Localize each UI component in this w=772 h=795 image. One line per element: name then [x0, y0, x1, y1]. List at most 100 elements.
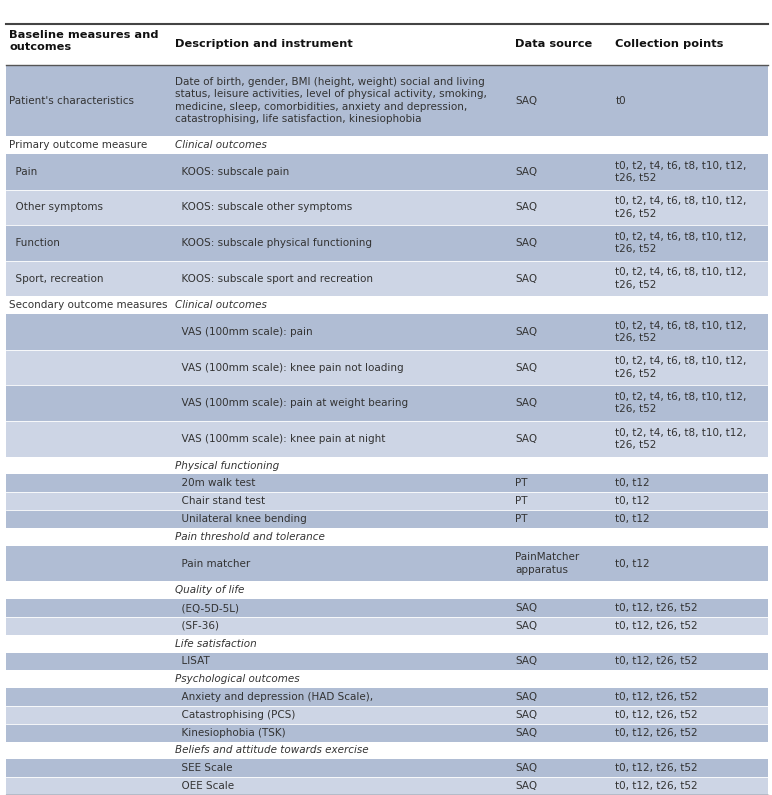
- Text: Pain matcher: Pain matcher: [175, 559, 250, 568]
- Bar: [6, 24, 768, 65]
- Text: t0, t12: t0, t12: [615, 514, 650, 524]
- Text: Clinical outcomes: Clinical outcomes: [175, 301, 267, 310]
- Bar: [6, 510, 768, 528]
- Text: t0, t2, t4, t6, t8, t10, t12,
t26, t52: t0, t2, t4, t6, t8, t10, t12, t26, t52: [615, 392, 747, 414]
- Text: SAQ: SAQ: [515, 327, 537, 337]
- Bar: [6, 225, 768, 261]
- Text: Life satisfaction: Life satisfaction: [175, 638, 257, 649]
- Text: Patient's characteristics: Patient's characteristics: [9, 95, 134, 106]
- Text: Description and instrument: Description and instrument: [175, 40, 353, 49]
- Text: t0, t12: t0, t12: [615, 496, 650, 506]
- Bar: [6, 136, 768, 154]
- Bar: [6, 581, 768, 599]
- Bar: [6, 545, 768, 581]
- Text: Physical functioning: Physical functioning: [175, 460, 279, 471]
- Text: Sport, recreation: Sport, recreation: [9, 273, 103, 284]
- Bar: [6, 528, 768, 545]
- Text: t0, t12, t26, t52: t0, t12, t26, t52: [615, 621, 698, 631]
- Text: (SF-36): (SF-36): [175, 621, 219, 631]
- Text: t0, t12: t0, t12: [615, 559, 650, 568]
- Text: Pain threshold and tolerance: Pain threshold and tolerance: [175, 532, 325, 542]
- Text: VAS (100mm scale): knee pain at night: VAS (100mm scale): knee pain at night: [175, 434, 386, 444]
- Text: Psychological outcomes: Psychological outcomes: [175, 674, 300, 684]
- Text: Chair stand test: Chair stand test: [175, 496, 266, 506]
- Bar: [6, 261, 768, 297]
- Bar: [6, 297, 768, 314]
- Bar: [6, 688, 768, 706]
- Text: SAQ: SAQ: [515, 238, 537, 248]
- Text: Primary outcome measure: Primary outcome measure: [9, 140, 147, 150]
- Bar: [6, 386, 768, 421]
- Text: t0, t12, t26, t52: t0, t12, t26, t52: [615, 603, 698, 613]
- Text: t0, t2, t4, t6, t8, t10, t12,
t26, t52: t0, t2, t4, t6, t8, t10, t12, t26, t52: [615, 267, 747, 290]
- Text: SAQ: SAQ: [515, 657, 537, 666]
- Text: SAQ: SAQ: [515, 692, 537, 702]
- Text: SAQ: SAQ: [515, 710, 537, 719]
- Text: KOOS: subscale pain: KOOS: subscale pain: [175, 167, 290, 176]
- Bar: [6, 723, 768, 742]
- Text: Collection points: Collection points: [615, 40, 723, 49]
- Text: t0, t12: t0, t12: [615, 479, 650, 488]
- Bar: [6, 617, 768, 634]
- Text: KOOS: subscale other symptoms: KOOS: subscale other symptoms: [175, 203, 353, 212]
- Text: Pain: Pain: [9, 167, 38, 176]
- Text: SAQ: SAQ: [515, 603, 537, 613]
- Text: OEE Scale: OEE Scale: [175, 781, 235, 791]
- Text: SAQ: SAQ: [515, 167, 537, 176]
- Text: PainMatcher
apparatus: PainMatcher apparatus: [515, 553, 579, 575]
- Text: t0: t0: [615, 95, 626, 106]
- Text: VAS (100mm scale): knee pain not loading: VAS (100mm scale): knee pain not loading: [175, 363, 404, 373]
- Bar: [6, 314, 768, 350]
- Text: Unilateral knee bending: Unilateral knee bending: [175, 514, 307, 524]
- Text: SEE Scale: SEE Scale: [175, 763, 232, 774]
- Bar: [6, 475, 768, 492]
- Bar: [6, 492, 768, 510]
- Text: Anxiety and depression (HAD Scale),: Anxiety and depression (HAD Scale),: [175, 692, 374, 702]
- Text: Clinical outcomes: Clinical outcomes: [175, 140, 267, 150]
- Text: Beliefs and attitude towards exercise: Beliefs and attitude towards exercise: [175, 746, 369, 755]
- Text: t0, t12, t26, t52: t0, t12, t26, t52: [615, 710, 698, 719]
- Bar: [6, 653, 768, 670]
- Text: SAQ: SAQ: [515, 363, 537, 373]
- Text: LISAT: LISAT: [175, 657, 210, 666]
- Text: SAQ: SAQ: [515, 273, 537, 284]
- Bar: [6, 778, 768, 795]
- Bar: [6, 634, 768, 653]
- Text: SAQ: SAQ: [515, 203, 537, 212]
- Text: PT: PT: [515, 479, 527, 488]
- Bar: [6, 759, 768, 778]
- Text: t0, t12, t26, t52: t0, t12, t26, t52: [615, 727, 698, 738]
- Text: SAQ: SAQ: [515, 763, 537, 774]
- Text: t0, t12, t26, t52: t0, t12, t26, t52: [615, 781, 698, 791]
- Text: t0, t2, t4, t6, t8, t10, t12,
t26, t52: t0, t2, t4, t6, t8, t10, t12, t26, t52: [615, 232, 747, 254]
- Bar: [6, 421, 768, 456]
- Text: t0, t2, t4, t6, t8, t10, t12,
t26, t52: t0, t2, t4, t6, t8, t10, t12, t26, t52: [615, 356, 747, 379]
- Text: SAQ: SAQ: [515, 398, 537, 409]
- Text: t0, t2, t4, t6, t8, t10, t12,
t26, t52: t0, t2, t4, t6, t8, t10, t12, t26, t52: [615, 428, 747, 450]
- Text: Date of birth, gender, BMI (height, weight) social and living
status, leisure ac: Date of birth, gender, BMI (height, weig…: [175, 77, 487, 124]
- Bar: [6, 670, 768, 688]
- Text: (EQ-5D-5L): (EQ-5D-5L): [175, 603, 239, 613]
- Text: t0, t12, t26, t52: t0, t12, t26, t52: [615, 692, 698, 702]
- Text: SAQ: SAQ: [515, 434, 537, 444]
- Text: t0, t12, t26, t52: t0, t12, t26, t52: [615, 763, 698, 774]
- Text: t0, t2, t4, t6, t8, t10, t12,
t26, t52: t0, t2, t4, t6, t8, t10, t12, t26, t52: [615, 161, 747, 183]
- Bar: [6, 350, 768, 386]
- Text: t0, t2, t4, t6, t8, t10, t12,
t26, t52: t0, t2, t4, t6, t8, t10, t12, t26, t52: [615, 196, 747, 219]
- Text: SAQ: SAQ: [515, 95, 537, 106]
- Text: PT: PT: [515, 514, 527, 524]
- Bar: [6, 742, 768, 759]
- Text: Data source: Data source: [515, 40, 592, 49]
- Text: 20m walk test: 20m walk test: [175, 479, 256, 488]
- Text: PT: PT: [515, 496, 527, 506]
- Text: VAS (100mm scale): pain: VAS (100mm scale): pain: [175, 327, 313, 337]
- Bar: [6, 189, 768, 225]
- Bar: [6, 154, 768, 189]
- Bar: [6, 599, 768, 617]
- Text: Secondary outcome measures: Secondary outcome measures: [9, 301, 168, 310]
- Text: Catastrophising (PCS): Catastrophising (PCS): [175, 710, 296, 719]
- Text: KOOS: subscale sport and recreation: KOOS: subscale sport and recreation: [175, 273, 373, 284]
- Bar: [6, 65, 768, 136]
- Bar: [6, 706, 768, 723]
- Bar: [6, 456, 768, 475]
